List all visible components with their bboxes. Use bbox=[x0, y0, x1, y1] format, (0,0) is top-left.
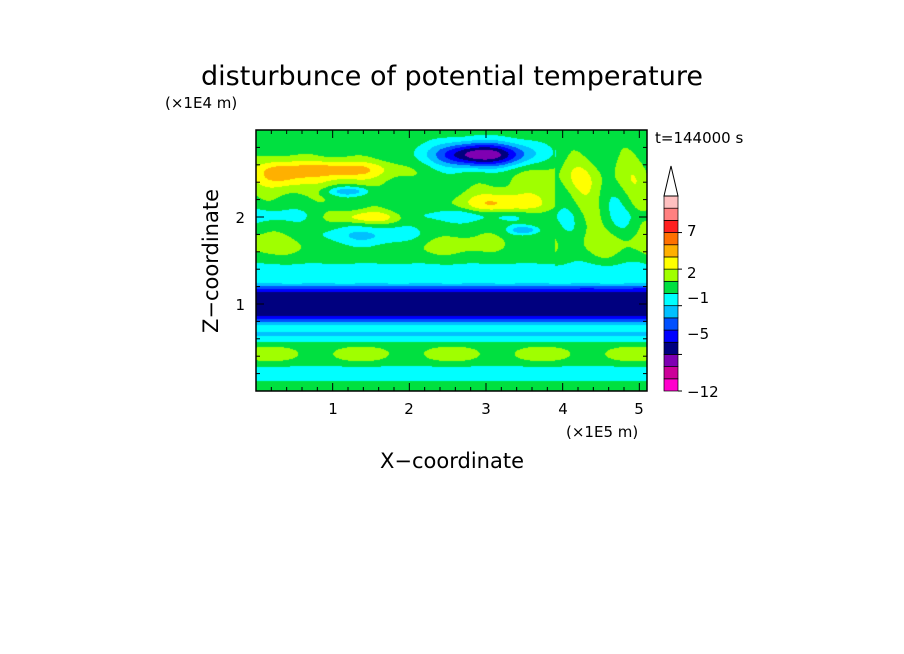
contour-field bbox=[256, 130, 647, 391]
colorbar-box bbox=[663, 366, 679, 380]
colorbar-box bbox=[663, 329, 679, 343]
colorbar-box bbox=[663, 244, 679, 258]
y-tick-label-1: 1 bbox=[235, 296, 245, 314]
colorbar-label-7: 7 bbox=[687, 222, 697, 240]
colorbar-label-minus-5: −5 bbox=[687, 325, 709, 343]
colorbar-box bbox=[663, 220, 679, 233]
x-tick-label-4: 4 bbox=[558, 400, 568, 418]
colorbar-box bbox=[663, 256, 679, 270]
colorbar-box bbox=[663, 195, 679, 209]
x-tick-label-2: 2 bbox=[404, 400, 414, 418]
y-axis-label: Z−coordinate bbox=[199, 189, 223, 333]
colorbar-label-minus-1: −1 bbox=[687, 289, 709, 307]
x-unit-label: (×1E5 m) bbox=[566, 423, 638, 441]
colorbar bbox=[663, 165, 682, 392]
colorbar-extend-triangle bbox=[663, 165, 679, 197]
colorbar-label-2: 2 bbox=[687, 264, 697, 282]
colorbar-box bbox=[663, 305, 679, 319]
plot-frame bbox=[255, 129, 648, 392]
colorbar-box bbox=[663, 317, 679, 331]
colorbar-label-minus-12: −12 bbox=[687, 383, 719, 401]
y-unit-label: (×1E4 m) bbox=[165, 94, 237, 112]
time-label: t=144000 s bbox=[655, 129, 743, 147]
x-axis-ticks bbox=[270, 130, 640, 391]
colorbar-box bbox=[663, 293, 679, 307]
x-tick-label-5: 5 bbox=[634, 400, 644, 418]
colorbar-box bbox=[663, 280, 679, 294]
colorbar-box bbox=[663, 378, 679, 392]
chart-title: disturbunce of potential temperature bbox=[201, 61, 703, 92]
y-axis-ticks bbox=[256, 146, 647, 375]
colorbar-box bbox=[663, 341, 679, 355]
colorbar-box bbox=[663, 207, 679, 221]
colorbar-box bbox=[663, 354, 679, 367]
x-tick-label-1: 1 bbox=[328, 400, 338, 418]
y-tick-label-2: 2 bbox=[235, 209, 245, 227]
x-axis-label: X−coordinate bbox=[380, 449, 524, 473]
contour-image bbox=[256, 130, 647, 391]
colorbar-box bbox=[663, 268, 679, 282]
colorbar-box bbox=[663, 232, 679, 246]
x-tick-label-3: 3 bbox=[481, 400, 491, 418]
